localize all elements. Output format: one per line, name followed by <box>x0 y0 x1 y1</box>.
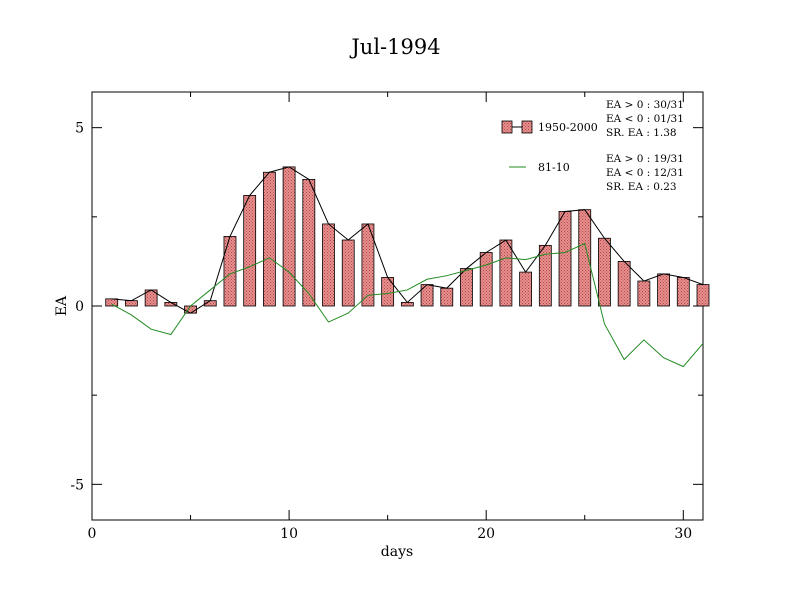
y-tick-label: 0 <box>75 299 84 315</box>
y-tick-label: -5 <box>70 477 84 493</box>
line-1950-2000 <box>111 166 704 314</box>
chart-title: Jul-1994 <box>349 35 440 59</box>
bar-1950-2000 <box>617 261 631 307</box>
bar-1950-2000 <box>479 252 493 307</box>
y-axis-label: EA <box>54 295 70 316</box>
legend-label-81-10: 81-10 <box>538 161 570 174</box>
bar-1950-2000 <box>125 300 138 307</box>
bar-1950-2000 <box>519 271 533 307</box>
x-tick-label: 10 <box>280 526 298 542</box>
bar-1950-2000 <box>696 284 710 307</box>
y-tick-label: 5 <box>75 121 84 137</box>
stats-1950-2000-line: EA < 0 : 01/31 <box>606 113 684 125</box>
bar-1950-2000 <box>381 277 395 307</box>
bar-1950-2000 <box>499 239 513 307</box>
stats-81-10-line: EA < 0 : 12/31 <box>606 167 684 179</box>
bar-1950-2000 <box>558 211 572 307</box>
bar-1950-2000 <box>282 166 296 307</box>
stats-1950-2000-line: SR. EA : 1.38 <box>606 127 677 139</box>
bar-1950-2000 <box>262 171 276 307</box>
bar-1950-2000 <box>657 273 670 307</box>
x-tick-label: 30 <box>674 526 692 542</box>
bar-1950-2000 <box>676 277 690 307</box>
x-tick-label: 20 <box>477 526 495 542</box>
line-81-10 <box>111 242 704 368</box>
bar-1950-2000 <box>223 236 237 307</box>
bar-1950-2000 <box>598 237 611 307</box>
legend-swatch-1950-2000 <box>501 120 513 134</box>
stats-1950-2000-line: EA > 0 : 30/31 <box>606 99 684 111</box>
stats-81-10-line: SR. EA : 0.23 <box>606 181 677 193</box>
bar-1950-2000 <box>105 298 119 307</box>
bar-1950-2000 <box>637 280 651 307</box>
legend-label-1950-2000: 1950-2000 <box>538 121 598 134</box>
legend-swatch-1950-2000-b <box>521 120 533 134</box>
bar-1950-2000 <box>322 223 335 307</box>
x-tick-label: 0 <box>88 526 97 542</box>
stats-81-10-line: EA > 0 : 19/31 <box>606 153 684 165</box>
bar-1950-2000 <box>243 195 257 307</box>
bar-1950-2000 <box>341 239 355 307</box>
bar-1950-2000 <box>302 178 316 307</box>
bar-1950-2000 <box>578 209 592 307</box>
bar-1950-2000 <box>460 268 473 307</box>
x-axis-label: days <box>381 544 413 560</box>
bar-1950-2000 <box>440 287 454 307</box>
